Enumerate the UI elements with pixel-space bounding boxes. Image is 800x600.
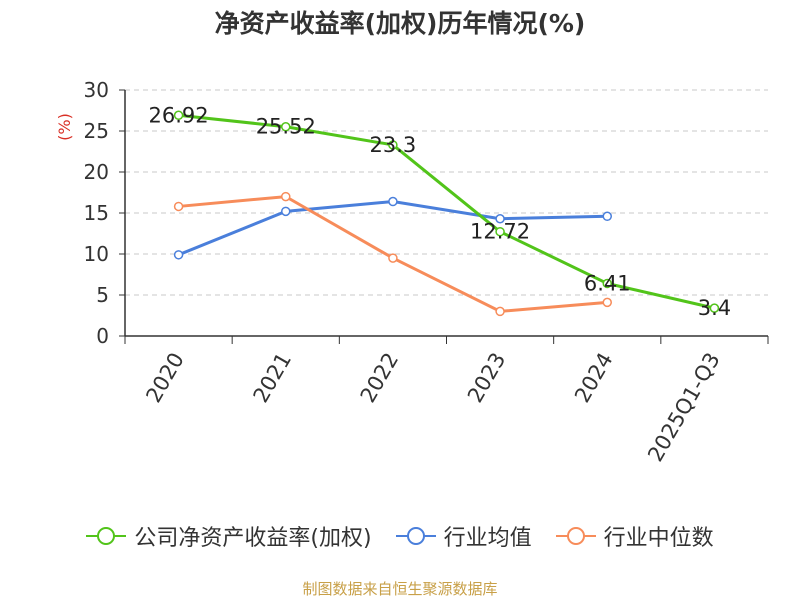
x-tick-label: 2025Q1-Q3 <box>643 349 725 466</box>
y-tick-label: 25 <box>84 119 109 143</box>
y-tick-label: 15 <box>84 201 109 225</box>
chart-legend: 公司净资产收益率(加权) 行业均值 行业中位数 <box>0 520 800 552</box>
data-point <box>388 196 398 207</box>
legend-marker-industry-median <box>555 527 596 545</box>
x-tick-label: 2020 <box>141 349 189 407</box>
x-tick-label: 2023 <box>463 349 511 407</box>
data-point <box>281 206 291 217</box>
legend-marker-industry-mean <box>395 527 436 545</box>
data-label: 6.41 <box>584 271 631 295</box>
data-point <box>388 140 398 150</box>
data-point <box>495 226 505 237</box>
data-point <box>281 121 291 132</box>
data-point <box>173 201 184 212</box>
data-point <box>709 303 720 313</box>
data-source-note: 制图数据来自恒生聚源数据库 <box>302 580 498 598</box>
data-label: 3.4 <box>698 296 731 320</box>
data-label: 25.52 <box>256 115 316 139</box>
y-tick-label: 30 <box>84 78 109 102</box>
data-point <box>495 306 505 317</box>
data-point <box>388 253 398 263</box>
series-line <box>178 200 608 257</box>
legend-label-industry-median: 行业中位数 <box>603 526 714 551</box>
data-point <box>495 213 505 224</box>
chart-title: 净资产收益率(加权)历年情况(%) <box>214 9 586 38</box>
x-tick-label: 2022 <box>356 349 404 407</box>
data-label: 12.72 <box>470 220 530 244</box>
y-axis-label: (%) <box>55 113 74 141</box>
data-point <box>602 297 612 308</box>
data-point <box>173 250 184 260</box>
y-tick-label: 5 <box>96 283 109 307</box>
legend-item-industry-mean[interactable]: 行业均值 <box>395 520 532 552</box>
y-tick-label: 0 <box>96 324 109 348</box>
legend-label-industry-mean: 行业均值 <box>443 526 532 551</box>
x-tick-label: 2024 <box>570 349 618 407</box>
data-label: 26.92 <box>149 103 209 127</box>
x-tick-label: 2021 <box>249 349 297 407</box>
legend-item-industry-median[interactable]: 行业中位数 <box>555 520 714 552</box>
data-point <box>173 110 184 121</box>
data-point <box>281 191 291 202</box>
y-tick-label: 20 <box>84 160 109 184</box>
legend-marker-company <box>86 527 127 545</box>
data-point <box>602 211 612 222</box>
series-line <box>178 113 715 310</box>
data-label: 23.3 <box>370 133 417 157</box>
legend-item-company[interactable]: 公司净资产收益率(加权) <box>86 520 372 552</box>
data-point <box>602 278 612 289</box>
y-tick-label: 10 <box>84 242 109 266</box>
legend-label-company: 公司净资产收益率(加权) <box>134 526 372 551</box>
